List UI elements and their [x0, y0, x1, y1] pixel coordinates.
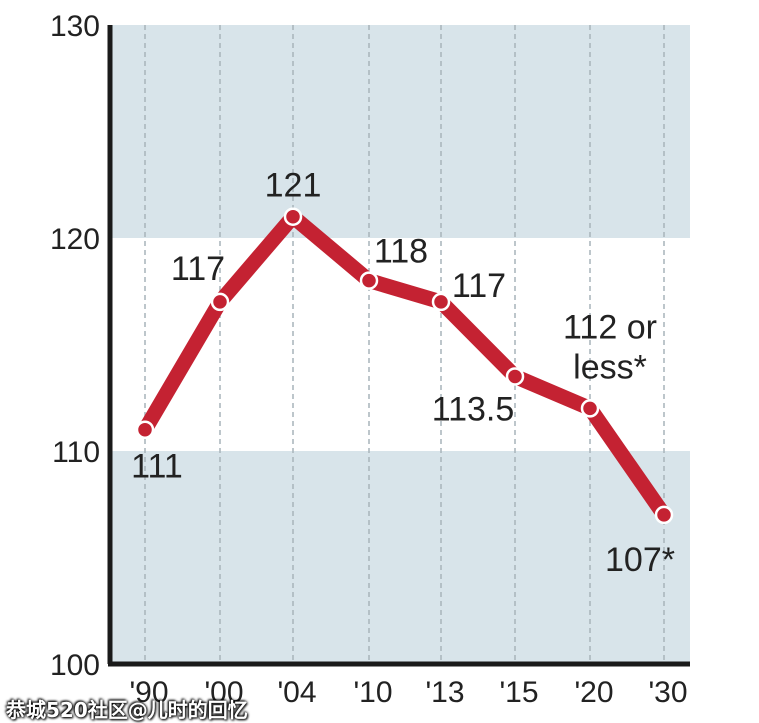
y-tick-label: 130 — [50, 10, 100, 43]
x-tick-label: '20 — [574, 676, 613, 709]
y-tick-label: 120 — [50, 223, 100, 256]
data-point — [505, 367, 525, 386]
data-point — [654, 505, 674, 525]
y-tick-label: 110 — [52, 436, 100, 469]
data-labels: 111 117 121 118 117 113.5 112 or less* 107* — [131, 167, 675, 579]
data-points — [135, 207, 674, 525]
data-label: 121 — [265, 167, 322, 205]
data-point — [431, 292, 451, 312]
x-tick-label: '13 — [425, 676, 464, 709]
data-label: 118 — [374, 233, 428, 271]
data-label: 113.5 — [432, 390, 515, 428]
x-tick-label: '04 — [277, 676, 316, 709]
background-band-2 — [110, 25, 690, 238]
x-tick-label: '30 — [648, 676, 687, 709]
x-tick-label: '00 — [204, 676, 243, 709]
data-point — [580, 399, 600, 418]
data-point — [210, 292, 230, 312]
data-label: 112 or less* — [563, 308, 657, 386]
y-tick-label: 100 — [50, 649, 100, 682]
background-bands — [110, 25, 690, 664]
data-point — [135, 420, 155, 439]
data-label: 117 — [171, 250, 225, 288]
x-tick-labels: '90 '00 '04 '10 '13 '15 '20 '30 — [129, 676, 687, 709]
y-tick-labels: 100 110 120 130 — [50, 10, 100, 682]
series-line — [137, 209, 672, 523]
data-point — [283, 207, 303, 226]
data-label: 111 — [131, 448, 183, 486]
vertical-gridlines — [144, 25, 665, 664]
data-point — [359, 271, 379, 290]
x-tick-label: '10 — [353, 676, 392, 709]
watermark: 恭城520社区@儿时的回忆 — [6, 698, 248, 722]
background-band-1 — [110, 451, 690, 664]
x-tick-label: '15 — [499, 676, 538, 709]
x-tick-label: '90 — [129, 676, 168, 709]
data-label: 117 — [452, 267, 506, 305]
data-label: 107* — [605, 541, 675, 579]
